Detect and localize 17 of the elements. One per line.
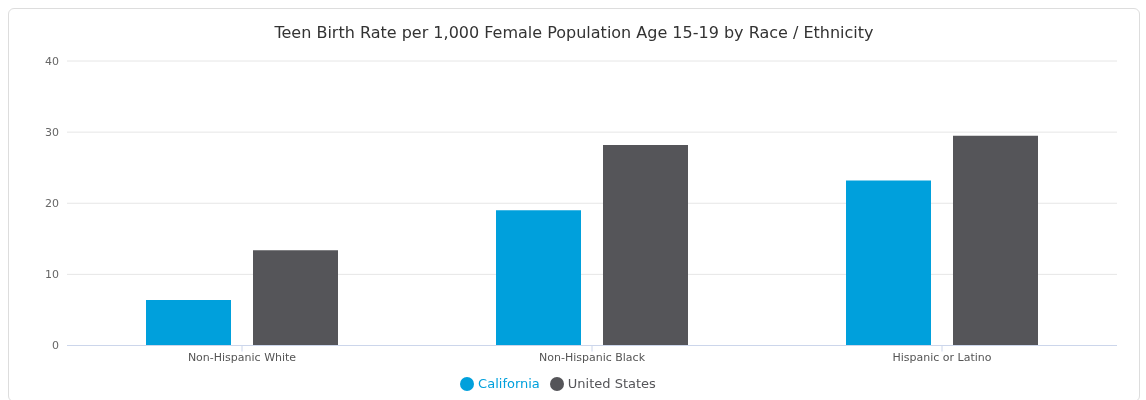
x-tick-label: Non-Hispanic White <box>187 351 297 365</box>
y-tick-label: 0 <box>52 339 59 353</box>
y-tick-label: 30 <box>45 126 59 140</box>
y-tick-label: 20 <box>45 197 59 211</box>
bar <box>953 135 1038 346</box>
y-tick-label: 40 <box>45 54 59 68</box>
x-tick-label: Hispanic or Latino <box>892 351 992 365</box>
bar <box>146 299 231 346</box>
legend-label: United States <box>567 375 656 391</box>
chart-title: Teen Birth Rate per 1,000 Female Population Age 15-19 by Race / Ethnicity <box>273 22 875 44</box>
y-tick-label: 10 <box>45 268 59 282</box>
bar <box>603 144 688 346</box>
bar <box>496 210 581 346</box>
legend-label: California <box>478 375 540 391</box>
bar <box>253 250 338 346</box>
x-tick-label: Non-Hispanic Black <box>538 351 646 365</box>
bar <box>846 180 931 346</box>
